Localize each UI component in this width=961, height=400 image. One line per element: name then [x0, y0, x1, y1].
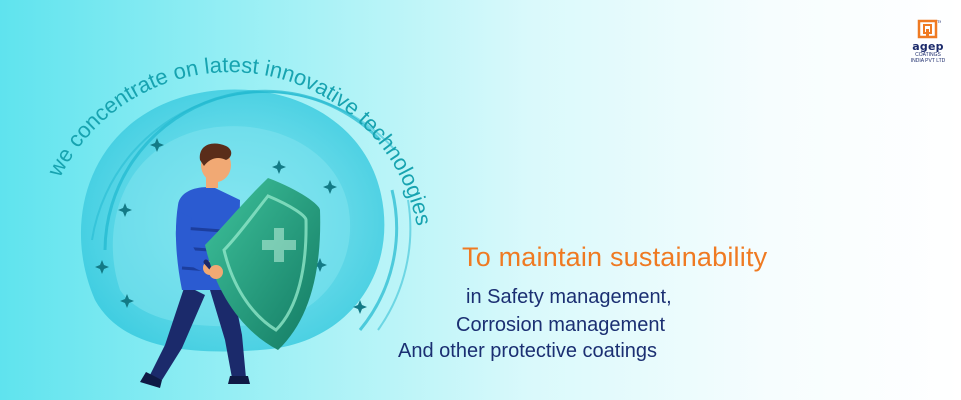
- sparkle-icon: [313, 258, 327, 272]
- sparkle-icon: [120, 294, 134, 308]
- shield-icon: [205, 178, 321, 350]
- sparkle-icon: [95, 260, 109, 274]
- tagline-line-3: And other protective coatings: [398, 340, 658, 362]
- svg-text:TM: TM: [937, 19, 941, 24]
- sparkle-icon: [118, 203, 132, 217]
- headline: To maintain sustainability: [462, 242, 768, 272]
- tagline-line-2: Corrosion management: [456, 314, 665, 336]
- brand-name: agep: [912, 40, 944, 53]
- orbit-rings: [91, 89, 412, 331]
- brand-logo: TM agep COATINGS INDIA PVT LTD: [900, 18, 956, 64]
- tagline-line-1: in Safety management,: [466, 286, 672, 308]
- sparkle-icon: [150, 138, 164, 152]
- hand: [209, 265, 223, 279]
- sparkle-icon: [353, 300, 367, 314]
- sparkles: [95, 138, 367, 314]
- brand-subtitle-1: COATINGS: [915, 52, 941, 58]
- logo-mark-icon: TM: [917, 19, 941, 39]
- brand-subtitle-2: INDIA PVT LTD: [910, 58, 946, 64]
- sparkle-icon: [323, 180, 337, 194]
- sparkle-icon: [272, 160, 286, 174]
